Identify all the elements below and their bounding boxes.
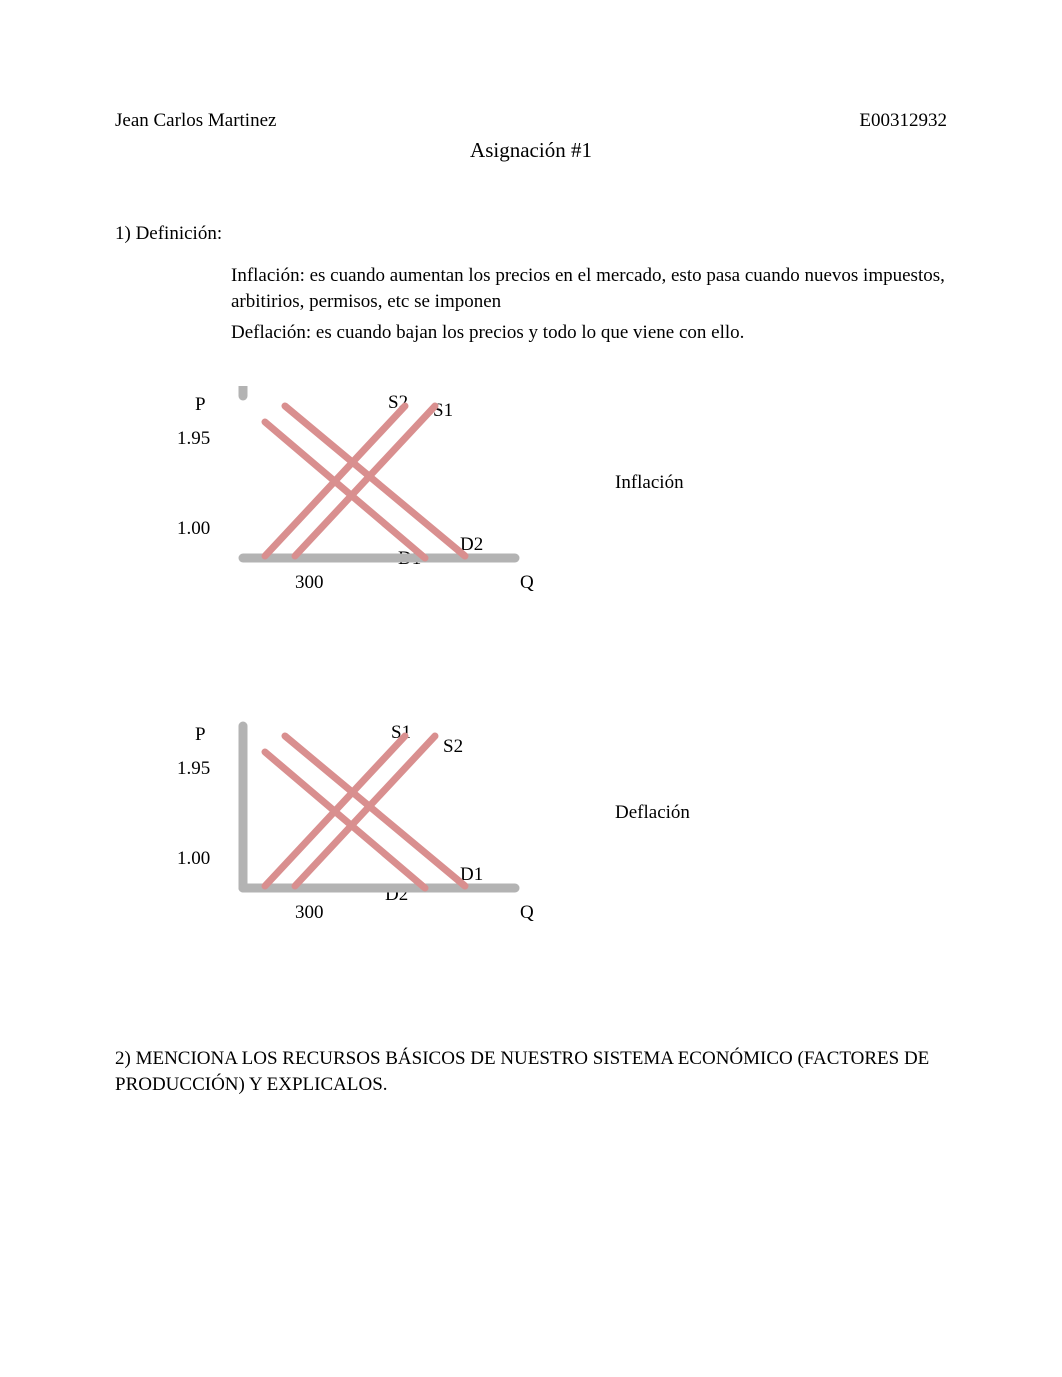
- list-item: Inflación: es cuando aumentan los precio…: [205, 263, 947, 314]
- student-name: Jean Carlos Martinez: [115, 110, 276, 132]
- bullet-text: Inflación: es cuando aumentan los precio…: [231, 263, 947, 314]
- header-row: Jean Carlos Martinez E00312932: [115, 110, 947, 132]
- deflation-chart: P 1.95 1.00 300 S1 S2 D2 D1 Q Deflación: [185, 716, 745, 936]
- price-low-label: 1.00: [177, 518, 210, 540]
- price-high-label: 1.95: [177, 758, 210, 780]
- list-item: Deflación: es cuando bajan los precios y…: [205, 320, 947, 346]
- inflation-chart: P 1.95 1.00 300 S2 S1 D1 D2 Q Inflación: [185, 386, 745, 606]
- price-high-label: 1.95: [177, 428, 210, 450]
- student-id: E00312932: [859, 110, 947, 132]
- deflation-chart-svg: [225, 716, 525, 906]
- axis-label-p: P: [195, 724, 206, 746]
- bullet-list: Inflación: es cuando aumentan los precio…: [205, 263, 947, 346]
- chart-title-inflation: Inflación: [615, 472, 684, 494]
- assignment-title: Asignación #1: [115, 138, 947, 163]
- chart-title-deflation: Deflación: [615, 802, 690, 824]
- bottom-fade-overlay: [0, 1177, 1062, 1377]
- axis-label-p: P: [195, 394, 206, 416]
- question-2-text: 2) MENCIONA LOS RECURSOS BÁSICOS DE NUES…: [115, 1046, 947, 1097]
- price-low-label: 1.00: [177, 848, 210, 870]
- inflation-chart-svg: [225, 386, 525, 576]
- bullet-text: Deflación: es cuando bajan los precios y…: [231, 320, 744, 346]
- question-1-label: 1) Definición:: [115, 223, 947, 245]
